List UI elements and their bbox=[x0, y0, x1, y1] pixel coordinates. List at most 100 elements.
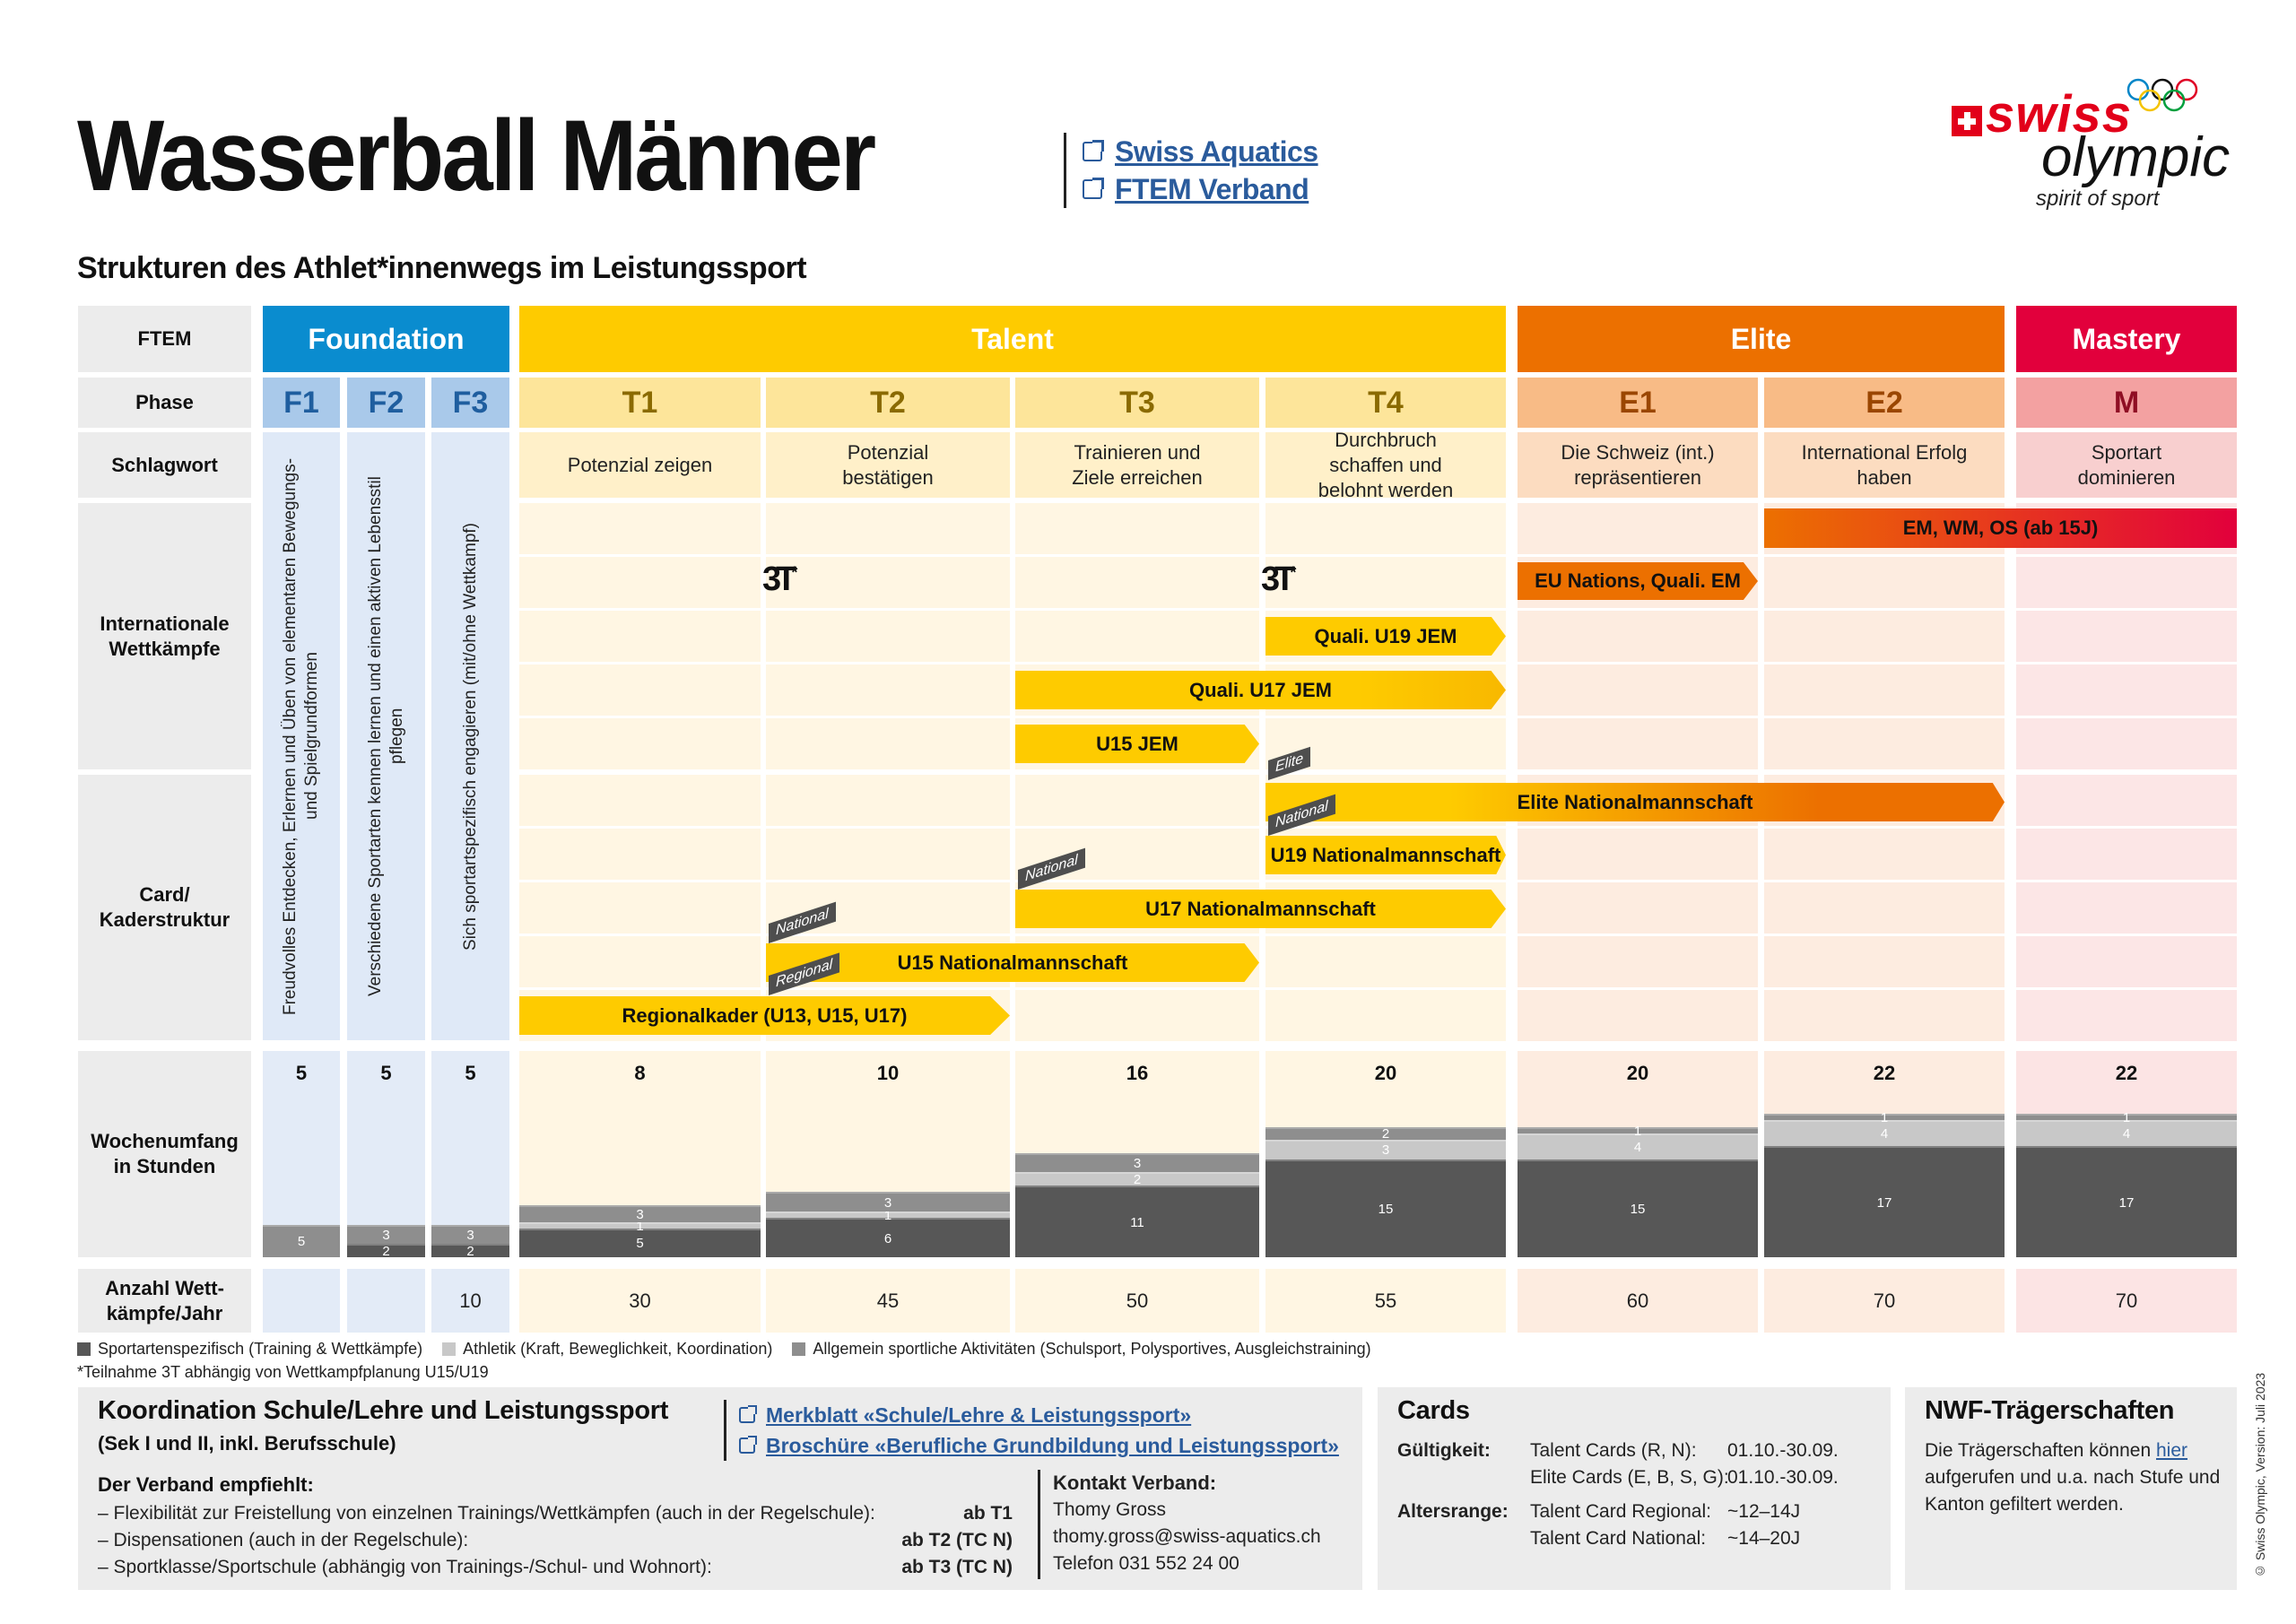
chart-bar-segment: 4 bbox=[2016, 1120, 2237, 1147]
foundation-keyword-column: Freudvolles Entdecken, Erlernen und Üben… bbox=[263, 432, 340, 1040]
bar-eu-nations: EU Nations, Quali. EM bbox=[1518, 562, 1758, 600]
ftem-elite: Elite bbox=[1518, 306, 2005, 372]
bar-u15-jem: U15 JEM bbox=[1015, 725, 1259, 763]
chart-bar-segment: 1 bbox=[1764, 1110, 2005, 1125]
kader-grid-cell bbox=[2016, 990, 2237, 1041]
kader-grid-cell bbox=[2016, 882, 2237, 934]
recommendation-item: – Flexibilität zur Freistellung von einz… bbox=[98, 1500, 1013, 1527]
international-grid-cell bbox=[1518, 718, 1758, 769]
kader-grid-cell bbox=[519, 936, 761, 987]
recommendation-list: – Flexibilität zur Freistellung von einz… bbox=[98, 1500, 1013, 1581]
chart-bar-segment: 1 bbox=[2016, 1110, 2237, 1125]
chart-legend: Sportartenspezifisch (Training & Wettkäm… bbox=[77, 1340, 1371, 1359]
wettkaempfe-count: 45 bbox=[766, 1269, 1010, 1333]
contact-phone: Telefon 031 552 24 00 bbox=[1053, 1553, 1239, 1574]
international-grid-cell bbox=[1764, 557, 2005, 608]
chart-column-bg bbox=[263, 1051, 340, 1257]
three-t-label: 3T bbox=[762, 560, 796, 598]
validity-value: 01.10.-30.09. bbox=[1727, 1440, 1839, 1461]
swiss-flag-icon bbox=[1952, 106, 1982, 136]
school-coordination-box: Koordination Schule/Lehre und Leistungss… bbox=[78, 1387, 1362, 1590]
international-grid-cell bbox=[1518, 611, 1758, 662]
legend-label: Sportartenspezifisch (Training & Wettkäm… bbox=[98, 1340, 423, 1358]
ftem-foundation: Foundation bbox=[263, 306, 509, 372]
international-grid-cell bbox=[1764, 718, 2005, 769]
phase-E1: E1 bbox=[1518, 378, 1758, 428]
legend-swatch bbox=[77, 1342, 91, 1356]
wettkaempfe-count: 10 bbox=[431, 1269, 509, 1333]
kader-grid-cell bbox=[1265, 990, 1506, 1041]
contact-email[interactable]: thomy.gross@swiss-aquatics.ch bbox=[1053, 1526, 1321, 1547]
link-label: Merkblatt «Schule/Lehre & Leistungssport… bbox=[766, 1403, 1192, 1427]
chart-total-label: 22 bbox=[1873, 1062, 1896, 1084]
olympic-rings-icon bbox=[2126, 78, 2198, 112]
chart-bar-segment: 11 bbox=[1015, 1185, 1259, 1257]
bar-quali-u19-jem: Quali. U19 JEM bbox=[1265, 617, 1506, 656]
kader-grid-cell bbox=[1764, 882, 2005, 934]
international-grid-cell bbox=[2016, 557, 2237, 608]
phase-keyword: Verschiedene Sportarten kennen lernen un… bbox=[365, 476, 406, 996]
foundation-keyword-column: Verschiedene Sportarten kennen lernen un… bbox=[347, 432, 425, 1040]
international-grid-cell bbox=[1015, 611, 1259, 662]
swiss-aquatics-link[interactable]: Swiss Aquatics bbox=[1083, 133, 1318, 170]
school-links: Merkblatt «Schule/Lehre & Leistungssport… bbox=[724, 1400, 1339, 1461]
phase-T3: T3 bbox=[1015, 378, 1259, 428]
legend-label: Allgemein sportliche Aktivitäten (Schuls… bbox=[813, 1340, 1371, 1358]
chart-bar-segment: 3 bbox=[431, 1224, 509, 1245]
chart-bar-segment: 6 bbox=[766, 1218, 1010, 1257]
international-grid-cell bbox=[1764, 611, 2005, 662]
row-label-anzahl: Anzahl Wett-kämpfe/Jahr bbox=[78, 1269, 251, 1333]
chart-total-label: 8 bbox=[634, 1062, 646, 1084]
row-label-kader: Card/ Kaderstruktur bbox=[78, 775, 251, 1040]
chart-total-label: 5 bbox=[295, 1062, 308, 1084]
chart-bar-segment: 2 bbox=[1015, 1172, 1259, 1187]
kader-grid-cell bbox=[1764, 936, 2005, 987]
three-t-icon: 3T* bbox=[1261, 560, 1296, 599]
chart-bar-segment: 2 bbox=[431, 1244, 509, 1259]
kader-grid-cell bbox=[1518, 829, 1758, 880]
three-t-label: 3T bbox=[1261, 560, 1295, 598]
chart-total-label: 5 bbox=[380, 1062, 392, 1084]
kader-grid-cell bbox=[1015, 990, 1259, 1041]
three-t-icon: 3T* bbox=[762, 560, 797, 599]
phase-F1: F1 bbox=[263, 378, 340, 428]
phase-keyword: Trainieren und Ziele erreichen bbox=[1015, 432, 1259, 498]
bar-u19-nationalmannschaft: U19 Nationalmannschaft bbox=[1265, 836, 1506, 874]
chart-bar-segment: 17 bbox=[1764, 1146, 2005, 1257]
wettkaempfe-count: 60 bbox=[1518, 1269, 1758, 1333]
legend-label: Athletik (Kraft, Beweglichkeit, Koordina… bbox=[463, 1340, 773, 1358]
validity-name: Elite Cards (E, B, S, G): bbox=[1530, 1467, 1729, 1488]
footnote: *Teilnahme 3T abhängig von Wettkampfplan… bbox=[77, 1363, 489, 1381]
recommendation-text: – Dispensationen (auch in der Regelschul… bbox=[98, 1530, 469, 1550]
broschuere-link[interactable]: Broschüre «Berufliche Grundbildung und L… bbox=[739, 1430, 1339, 1461]
swiss-olympic-logo: swiss olympic spirit of sport bbox=[1946, 72, 2251, 215]
phase-keyword: Die Schweiz (int.) repräsentieren bbox=[1518, 432, 1758, 498]
chart-total-label: 20 bbox=[1626, 1062, 1649, 1084]
age-value: ~14–20J bbox=[1727, 1528, 1801, 1549]
link-label: Swiss Aquatics bbox=[1115, 135, 1318, 168]
contact-title: Kontakt Verband: bbox=[1053, 1472, 1217, 1494]
wettkaempfe-count: 30 bbox=[519, 1269, 761, 1333]
row-label-wochenumfang: Wochenumfang in Stunden bbox=[78, 1051, 251, 1257]
merkblatt-link[interactable]: Merkblatt «Schule/Lehre & Leistungssport… bbox=[739, 1400, 1339, 1430]
kader-grid-cell bbox=[519, 882, 761, 934]
foundation-keyword-column: Sich sportartspezifisch engagieren (mit/… bbox=[431, 432, 509, 1040]
wettkaempfe-count: 55 bbox=[1265, 1269, 1506, 1333]
chart-bar-segment: 1 bbox=[1518, 1124, 1758, 1139]
ftem-verband-link[interactable]: FTEM Verband bbox=[1083, 170, 1318, 208]
chart-bar-segment: 1 bbox=[519, 1219, 761, 1234]
validity-value: 01.10.-30.09. bbox=[1727, 1467, 1839, 1488]
age-name: Talent Card Regional: bbox=[1530, 1501, 1711, 1522]
cards-box: Cards Gültigkeit: Talent Cards (R, N): 0… bbox=[1378, 1387, 1891, 1590]
chart-bar-segment: 4 bbox=[1764, 1120, 2005, 1147]
ftem-mastery: Mastery bbox=[2016, 306, 2237, 372]
phase-T1: T1 bbox=[519, 378, 761, 428]
chart-bar-segment: 2 bbox=[1265, 1126, 1506, 1142]
kader-grid-cell bbox=[1764, 829, 2005, 880]
phase-keyword: Sportart dominieren bbox=[2016, 432, 2237, 498]
recommendation-text: – Flexibilität zur Freistellung von einz… bbox=[98, 1503, 875, 1524]
phase-E2: E2 bbox=[1764, 378, 2005, 428]
kader-grid-cell bbox=[519, 775, 761, 826]
nwf-here-link[interactable]: hier bbox=[2156, 1440, 2188, 1461]
recommendation-level: ab T1 bbox=[963, 1503, 1013, 1524]
